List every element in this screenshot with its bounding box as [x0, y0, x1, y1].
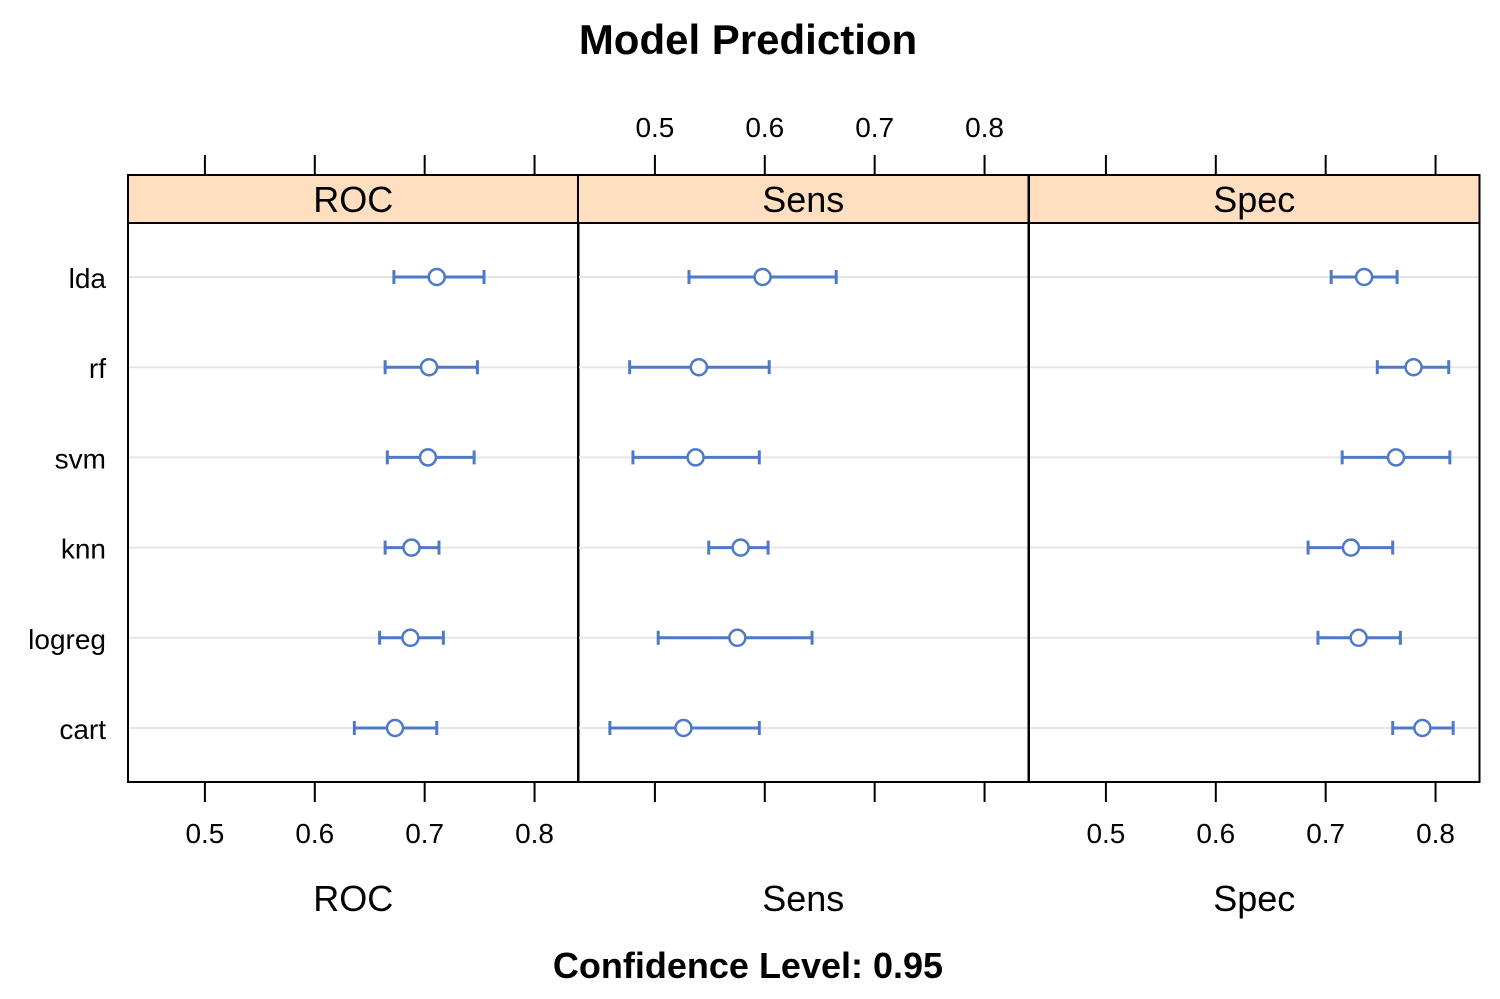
tick-label: 0.8 [965, 112, 1004, 143]
errorbar-cart-roc [352, 718, 439, 738]
tick-label: 0.7 [855, 112, 894, 143]
panel-frame-roc [127, 222, 580, 783]
tick-label: 0.8 [515, 818, 554, 849]
point-cart-roc [385, 718, 405, 738]
axis-label-roc: ROC [313, 878, 393, 919]
tick-label: 0.5 [1086, 818, 1125, 849]
errorbar-knn-spec [1306, 538, 1395, 557]
point-logreg-roc [401, 628, 420, 648]
panel-frame-sens [577, 222, 1030, 783]
strip-label-roc: ROC [313, 179, 393, 220]
point-cart-spec [1413, 718, 1432, 738]
errorbar-logreg-spec [1316, 628, 1402, 648]
tick-label: 0.6 [1196, 818, 1235, 849]
tick-label: 0.6 [745, 112, 784, 143]
point-rf-roc [419, 357, 439, 377]
errorbar-cart-spec [1391, 718, 1455, 738]
point-rf-sens [689, 357, 709, 377]
panel-spec: Spec 0.5 0.6 0.7 0.8 Spec [1028, 155, 1481, 919]
point-logreg-sens [728, 628, 747, 648]
point-knn-spec [1341, 538, 1361, 557]
point-lda-spec [1354, 267, 1374, 287]
row-label-logreg: logreg [28, 624, 106, 655]
errorbar-lda-roc [392, 267, 486, 287]
point-cart-sens [674, 718, 693, 738]
strip-label-spec: Spec [1213, 179, 1295, 220]
axis-label-sens: Sens [762, 878, 844, 919]
tick-label: 0.7 [1306, 818, 1345, 849]
point-knn-roc [402, 538, 421, 557]
point-logreg-spec [1349, 628, 1368, 648]
panel-frame-spec [1028, 222, 1481, 783]
errorbar-logreg-sens [656, 628, 814, 648]
chart-footer: Confidence Level: 0.95 [553, 945, 943, 986]
point-lda-roc [427, 267, 447, 287]
errorbar-svm-sens [631, 448, 761, 467]
point-knn-sens [731, 538, 750, 557]
chart-title: Model Prediction [579, 16, 917, 63]
panel-roc: ROC 0.5 0.6 0.7 0.8 ROC [127, 155, 580, 919]
errorbar-cart-sens [608, 718, 761, 738]
row-labels-group: lda rf svm knn logreg cart [28, 263, 106, 745]
errorbar-svm-spec [1340, 448, 1452, 467]
row-label-rf: rf [89, 353, 106, 384]
panel-sens: Sens 0.5 0.6 0.7 0.8 Sens [577, 112, 1030, 919]
point-rf-spec [1404, 357, 1423, 377]
panels-group: ROC 0.5 0.6 0.7 0.8 ROC Sens 0.5 0.6 0.7 0.8 Sens Sp… [127, 112, 1481, 919]
point-svm-spec [1386, 448, 1406, 467]
row-label-lda: lda [69, 263, 107, 294]
tick-label: 0.5 [635, 112, 674, 143]
strip-sens [577, 174, 1030, 224]
point-svm-roc [418, 448, 438, 467]
errorbar-svm-roc [385, 448, 476, 467]
tick-label: 0.6 [295, 818, 334, 849]
errorbar-rf-roc [383, 357, 479, 377]
errorbar-knn-roc [383, 538, 441, 557]
tick-label: 0.5 [185, 818, 224, 849]
errorbar-knn-sens [707, 538, 770, 557]
row-label-svm: svm [55, 443, 106, 474]
strip-label-sens: Sens [762, 179, 844, 220]
errorbar-lda-sens [687, 267, 838, 287]
axis-label-spec: Spec [1213, 878, 1295, 919]
point-lda-sens [753, 267, 772, 287]
errorbar-lda-spec [1329, 267, 1399, 287]
tick-label: 0.7 [405, 818, 444, 849]
errorbar-logreg-roc [378, 628, 445, 648]
strip-roc [127, 174, 580, 224]
errorbar-rf-spec [1375, 357, 1451, 377]
errorbar-rf-sens [628, 357, 771, 377]
tick-label: 0.8 [1416, 818, 1455, 849]
row-label-knn: knn [61, 534, 106, 565]
row-label-cart: cart [59, 714, 106, 745]
point-svm-sens [686, 448, 705, 467]
